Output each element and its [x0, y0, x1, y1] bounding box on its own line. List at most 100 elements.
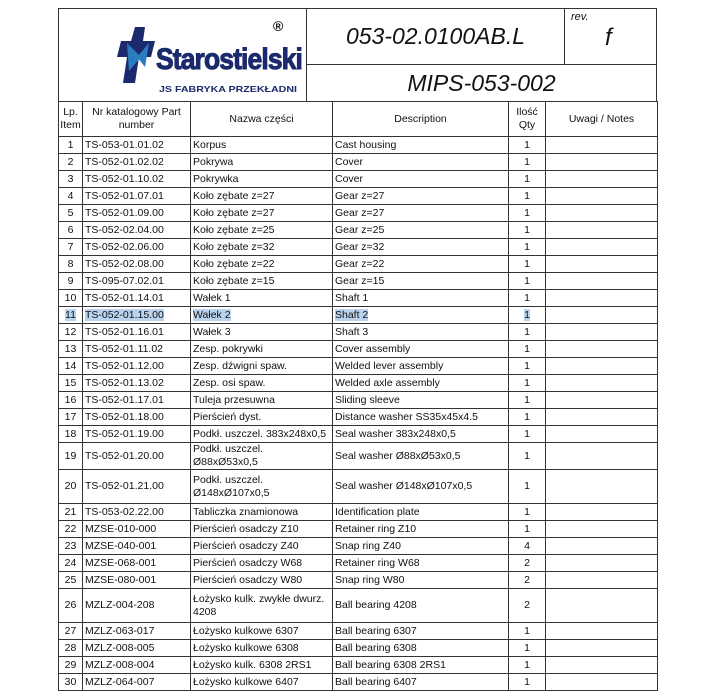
part-description: Cover — [332, 170, 509, 188]
col-description: Description — [332, 101, 509, 137]
quantity: 1 — [508, 136, 546, 154]
item-number: 11 — [58, 306, 83, 324]
part-description: Seal washer 383x248x0,5 — [332, 425, 509, 443]
part-name: Wałek 3 — [190, 323, 333, 341]
part-name: Korpus — [190, 136, 333, 154]
part-name: Pierścień osadczy W80 — [190, 571, 333, 589]
table-row: 2 TS-052-01.02.02 Pokrywa Cover 1 — [58, 153, 658, 171]
col-part-number: Nr katalogowy Part number — [82, 101, 191, 137]
parts-table: Lp. Item Nr katalogowy Part number Nazwa… — [58, 101, 658, 691]
part-number: TS-052-01.20.00 — [82, 442, 191, 470]
notes — [545, 340, 658, 358]
notes — [545, 442, 658, 470]
notes — [545, 238, 658, 256]
notes — [545, 323, 658, 341]
part-number: TS-052-01.18.00 — [82, 408, 191, 426]
item-number: 17 — [58, 408, 83, 426]
part-number: MZLZ-008-004 — [82, 656, 191, 674]
quantity: 1 — [508, 391, 546, 409]
table-row: 3 TS-052-01.10.02 Pokrywka Cover 1 — [58, 170, 658, 188]
part-name: Tuleja przesuwna — [190, 391, 333, 409]
table-row: 17 TS-052-01.18.00 Pierścień dyst. Distance… — [58, 408, 658, 426]
item-number: 6 — [58, 221, 83, 239]
quantity: 1 — [508, 656, 546, 674]
part-name: Łożysko kulkowe 6307 — [190, 622, 333, 640]
part-name: Zesp. osi spaw. — [190, 374, 333, 392]
document-code: 053-02.0100AB.L — [307, 9, 565, 64]
part-number: TS-052-01.19.00 — [82, 425, 191, 443]
item-number: 12 — [58, 323, 83, 341]
part-description: Distance washer SS35x45x4.5 — [332, 408, 509, 426]
part-number: MZLZ-004-208 — [82, 588, 191, 623]
col-name: Nazwa części — [190, 101, 333, 137]
table-row: 29 MZLZ-008-004 Łożysko kulk. 6308 2RS1 Bal… — [58, 656, 658, 674]
part-name: Koło zębate z=27 — [190, 204, 333, 222]
table-row: 27 MZLZ-063-017 Łożysko kulkowe 6307 Ball b… — [58, 622, 658, 640]
part-description: Welded lever assembly — [332, 357, 509, 375]
table-row: 16 TS-052-01.17.01 Tuleja przesuwna Sliding… — [58, 391, 658, 409]
part-number: MZSE-040-001 — [82, 537, 191, 555]
quantity: 1 — [508, 272, 546, 290]
part-description: Gear z=32 — [332, 238, 509, 256]
notes — [545, 537, 658, 555]
part-number: TS-095-07.02.01 — [82, 272, 191, 290]
table-row: 6 TS-052-02.04.00 Koło zębate z=25 Gear z=2… — [58, 221, 658, 239]
part-name: Pierścień osadczy W68 — [190, 554, 333, 572]
quantity: 1 — [508, 357, 546, 375]
notes — [545, 425, 658, 443]
part-number: TS-053-02.22.00 — [82, 503, 191, 521]
table-row: 9 TS-095-07.02.01 Koło zębate z=15 Gear z=1… — [58, 272, 658, 290]
table-row: 13 TS-052-01.11.02 Zesp. pokrywki Cover ass… — [58, 340, 658, 358]
table-row: 20 TS-052-01.21.00 Podkł. uszczel. Ø148xØ1… — [58, 469, 658, 504]
mips-code: MIPS-053-002 — [407, 69, 556, 96]
part-description: Cover assembly — [332, 340, 509, 358]
table-row: 19 TS-052-01.20.00 Podkł. uszczel. Ø88xØ53… — [58, 442, 658, 470]
notes — [545, 374, 658, 392]
item-number: 16 — [58, 391, 83, 409]
notes — [545, 520, 658, 538]
notes — [545, 408, 658, 426]
item-number: 24 — [58, 554, 83, 572]
notes — [545, 204, 658, 222]
notes — [545, 673, 658, 691]
starostielski-logo-icon: Starostielski JS FABRYKA PRZEKŁADNI ® — [117, 18, 304, 94]
table-row: 1 TS-053-01.01.02 Korpus Cast housing 1 — [58, 136, 658, 154]
item-number: 29 — [58, 656, 83, 674]
part-description: Ball bearing 6308 2RS1 — [332, 656, 509, 674]
part-description: Ball bearing 6407 — [332, 673, 509, 691]
part-description: Sliding sleeve — [332, 391, 509, 409]
part-number: MZLZ-063-017 — [82, 622, 191, 640]
part-description: Retainer ring W68 — [332, 554, 509, 572]
item-number: 27 — [58, 622, 83, 640]
item-number: 22 — [58, 520, 83, 538]
part-description: Gear z=25 — [332, 221, 509, 239]
notes — [545, 503, 658, 521]
quantity: 1 — [508, 187, 546, 205]
quantity: 1 — [508, 221, 546, 239]
quantity: 2 — [508, 571, 546, 589]
table-row: 25 MZSE-080-001 Pierścień osadczy W80 Snap … — [58, 571, 658, 589]
part-description: Welded axle assembly — [332, 374, 509, 392]
part-description: Ball bearing 4208 — [332, 588, 509, 623]
notes — [545, 136, 658, 154]
table-row: 21 TS-053-02.22.00 Tabliczka znamionowa Ide… — [58, 503, 658, 521]
part-number: MZSE-068-001 — [82, 554, 191, 572]
table-row: 15 TS-052-01.13.02 Zesp. osi spaw. Welded a… — [58, 374, 658, 392]
logo-subtext: JS FABRYKA PRZEKŁADNI — [159, 84, 297, 94]
part-name: Tabliczka znamionowa — [190, 503, 333, 521]
item-number: 1 — [58, 136, 83, 154]
part-description: Gear z=22 — [332, 255, 509, 273]
part-number: TS-052-01.17.01 — [82, 391, 191, 409]
table-row: 8 TS-052-02.08.00 Koło zębate z=22 Gear z=2… — [58, 255, 658, 273]
part-number: TS-052-02.04.00 — [82, 221, 191, 239]
part-description: Shaft 2 — [332, 306, 509, 324]
company-logo: Starostielski JS FABRYKA PRZEKŁADNI ® — [59, 9, 307, 101]
part-number: TS-052-02.06.00 — [82, 238, 191, 256]
part-number: MZSE-010-000 — [82, 520, 191, 538]
table-header-row: Lp. Item Nr katalogowy Part number Nazwa… — [58, 101, 658, 137]
part-name: Łożysko kulkowe 6407 — [190, 673, 333, 691]
table-row: 26 MZLZ-004-208 Łożysko kulk. zwykłe dwurz… — [58, 588, 658, 623]
